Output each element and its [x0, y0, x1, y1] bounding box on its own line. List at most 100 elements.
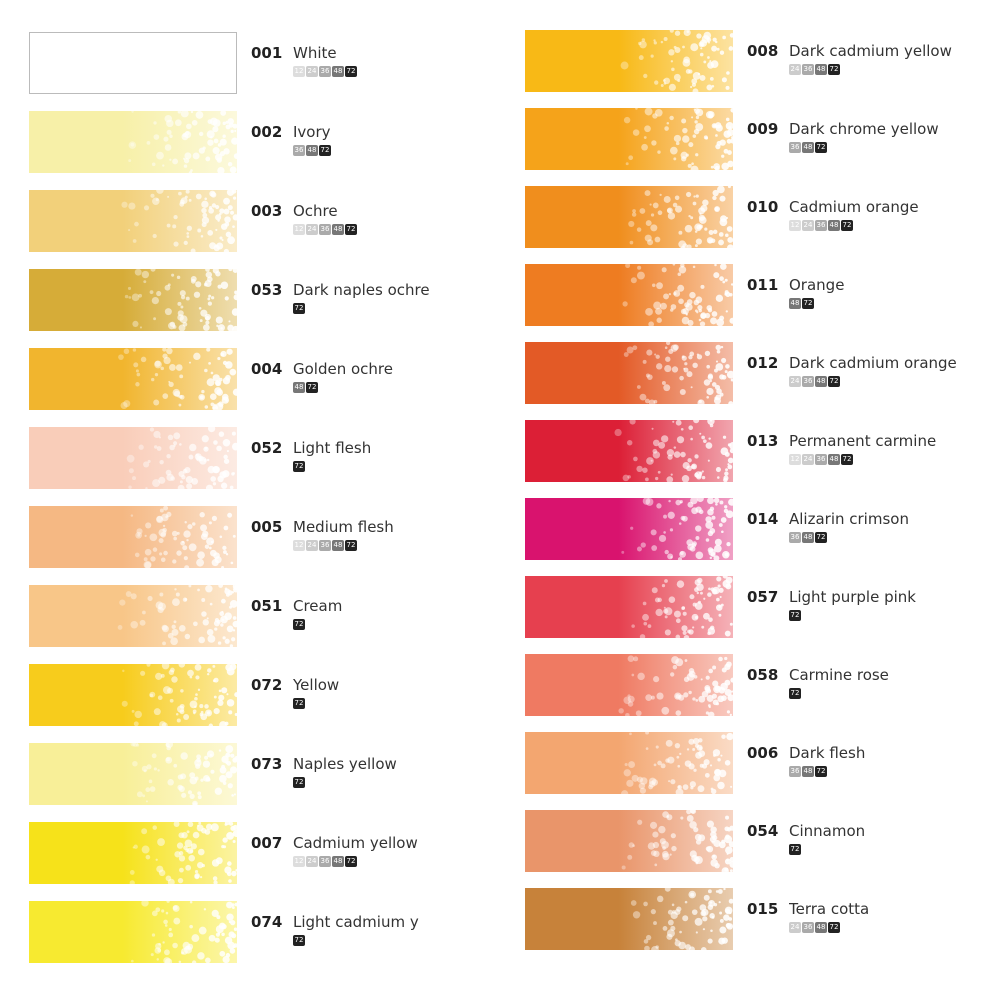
- set-size-badge: 48: [815, 922, 827, 933]
- set-size-badge: 24: [789, 922, 801, 933]
- set-size-badge: 24: [802, 220, 814, 231]
- color-name: Dark naples ochre: [293, 281, 430, 299]
- color-name: Ivory: [293, 123, 331, 141]
- color-item: 002 Ivory 36 48 72: [29, 111, 509, 175]
- set-size-badge: 72: [828, 64, 840, 75]
- set-size-badge: 72: [828, 922, 840, 933]
- set-size-badge: 36: [802, 922, 814, 933]
- set-size-badge: 48: [332, 224, 344, 235]
- set-size-badge: 48: [332, 66, 344, 77]
- set-size-badge: 72: [345, 224, 357, 235]
- set-size-badge: 12: [293, 856, 305, 867]
- color-name: Dark chrome yellow: [789, 120, 939, 138]
- set-size-badge: 48: [332, 856, 344, 867]
- color-item: 014 Alizarin crimson 36 48 72: [525, 498, 1000, 562]
- set-badges: 12 24 36 48 72: [293, 856, 357, 867]
- color-code: 012: [747, 354, 778, 372]
- set-badges: 24 36 48 72: [789, 922, 840, 933]
- color-code: 057: [747, 588, 778, 606]
- color-swatch: [525, 732, 733, 794]
- color-swatch: [525, 576, 733, 638]
- set-badges: 36 48 72: [789, 142, 827, 153]
- set-size-badge: 48: [332, 540, 344, 551]
- set-badges: 36 48 72: [789, 766, 827, 777]
- set-size-badge: 72: [345, 66, 357, 77]
- color-code: 009: [747, 120, 778, 138]
- color-name: Medium flesh: [293, 518, 394, 536]
- color-code: 051: [251, 597, 282, 615]
- color-item: 003 Ochre 12 24 36 48 72: [29, 190, 509, 254]
- color-item: 010 Cadmium orange 12 24 36 48 72: [525, 186, 1000, 250]
- color-code: 011: [747, 276, 778, 294]
- set-badges: 36 48 72: [789, 532, 827, 543]
- color-name: Cadmium yellow: [293, 834, 418, 852]
- color-item: 004 Golden ochre 48 72: [29, 348, 509, 412]
- set-size-badge: 36: [802, 64, 814, 75]
- set-size-badge: 72: [802, 298, 814, 309]
- color-code: 074: [251, 913, 282, 931]
- set-badges: 12 24 36 48 72: [789, 220, 853, 231]
- color-item: 012 Dark cadmium orange 24 36 48 72: [525, 342, 1000, 406]
- color-item: 057 Light purple pink 72: [525, 576, 1000, 640]
- color-swatch: [29, 427, 237, 489]
- set-size-badge: 48: [293, 382, 305, 393]
- set-size-badge: 24: [789, 376, 801, 387]
- set-badges: 12 24 36 48 72: [293, 66, 357, 77]
- set-size-badge: 24: [802, 454, 814, 465]
- color-code: 007: [251, 834, 282, 852]
- set-badges: 12 24 36 48 72: [293, 224, 357, 235]
- set-size-badge: 72: [789, 610, 801, 621]
- set-size-badge: 12: [789, 454, 801, 465]
- color-code: 010: [747, 198, 778, 216]
- set-size-badge: 72: [306, 382, 318, 393]
- color-swatch: [29, 901, 237, 963]
- set-size-badge: 48: [306, 145, 318, 156]
- color-code: 008: [747, 42, 778, 60]
- color-swatch: [29, 190, 237, 252]
- set-size-badge: 36: [293, 145, 305, 156]
- color-name: White: [293, 44, 337, 62]
- set-badges: 36 48 72: [293, 145, 331, 156]
- color-code: 006: [747, 744, 778, 762]
- color-code: 002: [251, 123, 282, 141]
- color-name: Dark cadmium yellow: [789, 42, 952, 60]
- set-size-badge: 72: [293, 461, 305, 472]
- set-badges: 72: [293, 935, 305, 946]
- color-name: Light purple pink: [789, 588, 916, 606]
- set-size-badge: 12: [789, 220, 801, 231]
- color-swatch: [525, 810, 733, 872]
- set-size-badge: 72: [789, 688, 801, 699]
- set-size-badge: 36: [815, 220, 827, 231]
- set-badges: 72: [293, 777, 305, 788]
- set-size-badge: 48: [828, 220, 840, 231]
- color-code: 001: [251, 44, 282, 62]
- set-badges: 48 72: [293, 382, 318, 393]
- color-swatch: [525, 30, 733, 92]
- set-size-badge: 48: [828, 454, 840, 465]
- set-size-badge: 36: [789, 766, 801, 777]
- color-name: Yellow: [293, 676, 339, 694]
- set-size-badge: 72: [293, 698, 305, 709]
- color-swatch: [29, 664, 237, 726]
- color-item: 015 Terra cotta 24 36 48 72: [525, 888, 1000, 952]
- color-swatch: [525, 186, 733, 248]
- color-name: Light cadmium y: [293, 913, 419, 931]
- set-size-badge: 48: [789, 298, 801, 309]
- set-badges: 24 36 48 72: [789, 64, 840, 75]
- set-size-badge: 12: [293, 540, 305, 551]
- set-size-badge: 48: [815, 64, 827, 75]
- color-swatch: [29, 269, 237, 331]
- color-name: Cadmium orange: [789, 198, 919, 216]
- set-size-badge: 72: [293, 935, 305, 946]
- color-code: 052: [251, 439, 282, 457]
- color-swatch: [525, 498, 733, 560]
- set-size-badge: 48: [815, 376, 827, 387]
- color-name: Cinnamon: [789, 822, 865, 840]
- set-badges: 72: [293, 303, 305, 314]
- color-item: 006 Dark flesh 36 48 72: [525, 732, 1000, 796]
- color-swatch: [29, 585, 237, 647]
- set-size-badge: 72: [815, 532, 827, 543]
- color-name: Carmine rose: [789, 666, 889, 684]
- color-code: 015: [747, 900, 778, 918]
- set-size-badge: 72: [293, 777, 305, 788]
